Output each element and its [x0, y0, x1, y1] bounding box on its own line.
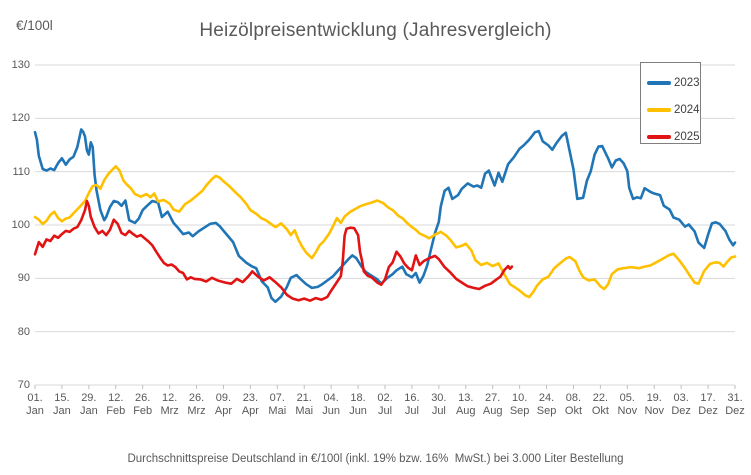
x-tick-label-27.-Aug: 27. Aug: [482, 392, 503, 417]
x-tick-label-26.-Feb: 26. Feb: [133, 392, 153, 417]
x-tick-label-16.-Jul: 16. Jul: [404, 392, 420, 417]
x-tick-label-26.-Mrz: 26. Mrz: [187, 392, 206, 417]
x-tick-label-18.-Jun: 18. Jun: [349, 392, 367, 417]
y-axis-unit-label: €/100l: [16, 18, 53, 33]
y-tick-label-100: 100: [11, 219, 30, 231]
x-tick-label-31.-Dez: 31. Dez: [725, 392, 745, 417]
x-tick-label-07.-Mai: 07. Mai: [268, 392, 287, 417]
x-tick-label-13.-Aug: 13. Aug: [455, 392, 476, 417]
x-tick-label-17.-Dez: 17. Dez: [698, 392, 718, 417]
x-tick-label-01.-Jan: 01. Jan: [26, 392, 44, 417]
legend-item-2025: 2025: [647, 123, 700, 150]
x-tick-label-19.-Nov: 19. Nov: [644, 392, 664, 417]
legend-label-2023: 2023: [674, 76, 700, 89]
x-tick-label-21.-Mai: 21. Mai: [295, 392, 314, 417]
x-tick-label-15.-Jan: 15. Jan: [53, 392, 71, 417]
chart-caption: Durchschnittspreise Deutschland in €/100…: [127, 453, 624, 465]
series-line-2025: [33, 199, 514, 303]
legend-swatch-2025-line: [647, 134, 671, 139]
x-tick-label-23.-Apr: 23. Apr: [241, 392, 259, 417]
x-tick-label-03.-Dez: 03. Dez: [671, 392, 691, 417]
y-tick-label-70: 70: [17, 379, 30, 391]
legend-label-2024: 2024: [674, 103, 700, 116]
legend-item-2024: 2024: [647, 96, 700, 123]
x-tick-label-08.-Okt: 08. Okt: [564, 392, 583, 417]
x-tick-label-12.-Mrz: 12. Mrz: [160, 392, 179, 417]
chart-title: Heizölpreisentwicklung (Jahresvergleich): [199, 20, 552, 41]
x-tick-label-30.-Jul: 30. Jul: [431, 392, 447, 417]
series-line-2024: [33, 165, 737, 299]
x-tick-label-12.-Feb: 12. Feb: [106, 392, 126, 417]
legend-item-2023: 2023: [647, 69, 700, 96]
x-tick-label-09.-Apr: 09. Apr: [214, 392, 233, 417]
x-tick-label-22.-Okt: 22. Okt: [591, 392, 609, 417]
x-tick-label-04.-Jun: 04. Jun: [322, 392, 341, 417]
legend-swatch-2023-line: [647, 80, 671, 85]
y-tick-label-80: 80: [17, 325, 30, 338]
x-tick-label-24.-Sep: 24. Sep: [536, 392, 557, 417]
x-tick-label-02.-Jul: 02. Jul: [377, 392, 393, 417]
y-tick-label-90: 90: [17, 272, 30, 285]
y-tick-label-110: 110: [12, 165, 30, 178]
series-line-2023: [33, 128, 737, 304]
x-tick-label-29.-Jan: 29. Jan: [79, 392, 98, 417]
y-tick-label-130: 130: [11, 59, 30, 71]
legend-swatch-2024-line: [647, 107, 671, 112]
legend-label-2025: 2025: [674, 130, 700, 143]
y-tick-label-120: 120: [11, 112, 30, 125]
x-tick-label-05.-Nov: 05. Nov: [617, 392, 638, 417]
x-tick-label-10.-Sep: 10. Sep: [509, 392, 530, 417]
legend: 2023 2024 2025: [640, 62, 701, 144]
